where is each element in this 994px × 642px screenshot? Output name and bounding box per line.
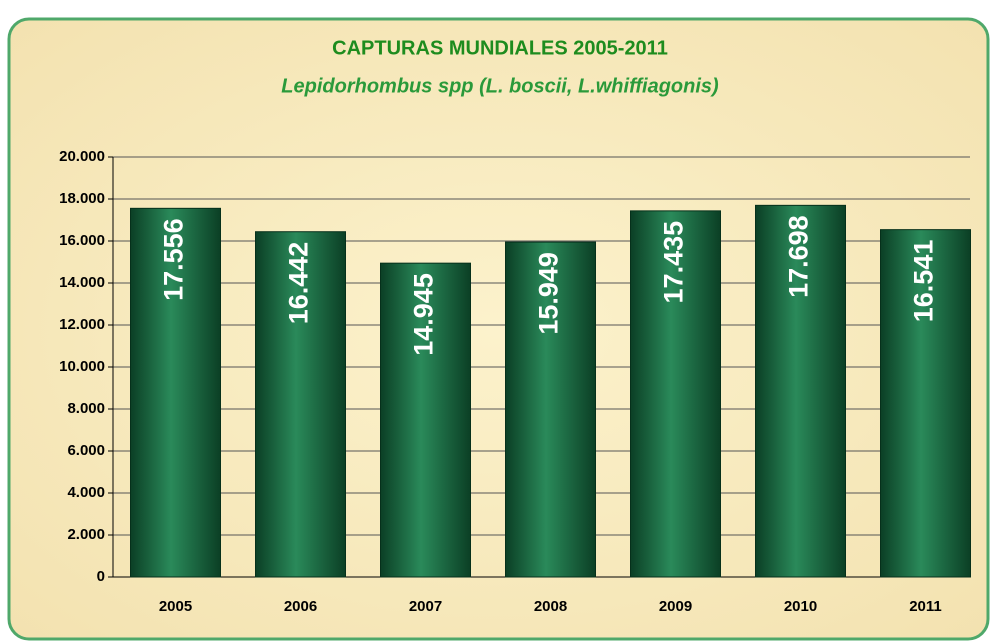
y-tick-label: 16.000 (59, 232, 105, 249)
y-tick-label: 18.000 (59, 190, 105, 207)
bar (505, 241, 596, 578)
x-tick-label: 2006 (284, 598, 317, 615)
x-tick-label: 2011 (909, 598, 942, 615)
data-label: 17.556 (159, 218, 189, 301)
x-tick-label: 2009 (659, 598, 692, 615)
x-tick-label: 2005 (159, 598, 192, 615)
bar (380, 262, 471, 578)
bar (880, 229, 971, 578)
bar (130, 207, 221, 578)
data-label: 17.435 (659, 221, 689, 304)
y-tick-label: 14.000 (59, 274, 105, 291)
data-label: 15.949 (534, 252, 564, 335)
y-tick-label: 4.000 (67, 484, 105, 501)
y-tick-label: 20.000 (59, 148, 105, 165)
y-tick-label: 10.000 (59, 358, 105, 375)
data-label: 17.698 (784, 215, 814, 298)
y-tick-label: 6.000 (67, 442, 105, 459)
data-label: 14.945 (409, 273, 439, 356)
bar (755, 204, 846, 578)
y-tick-label: 0 (97, 568, 105, 585)
bar (630, 210, 721, 578)
y-tick-label: 8.000 (67, 400, 105, 417)
y-tick-label: 12.000 (59, 316, 105, 333)
data-label: 16.541 (909, 240, 939, 323)
x-tick-label: 2010 (784, 598, 817, 615)
x-tick-label: 2008 (534, 598, 567, 615)
data-label: 16.442 (284, 242, 314, 325)
chart-panel (7, 17, 990, 641)
chart-title: CAPTURAS MUNDIALES 2005-2011 (332, 37, 668, 59)
y-tick-label: 2.000 (67, 526, 105, 543)
chart-subtitle: Lepidorhombus spp (L. boscii, L.whiffiag… (281, 75, 719, 97)
bar (255, 231, 346, 578)
x-tick-label: 2007 (409, 598, 442, 615)
